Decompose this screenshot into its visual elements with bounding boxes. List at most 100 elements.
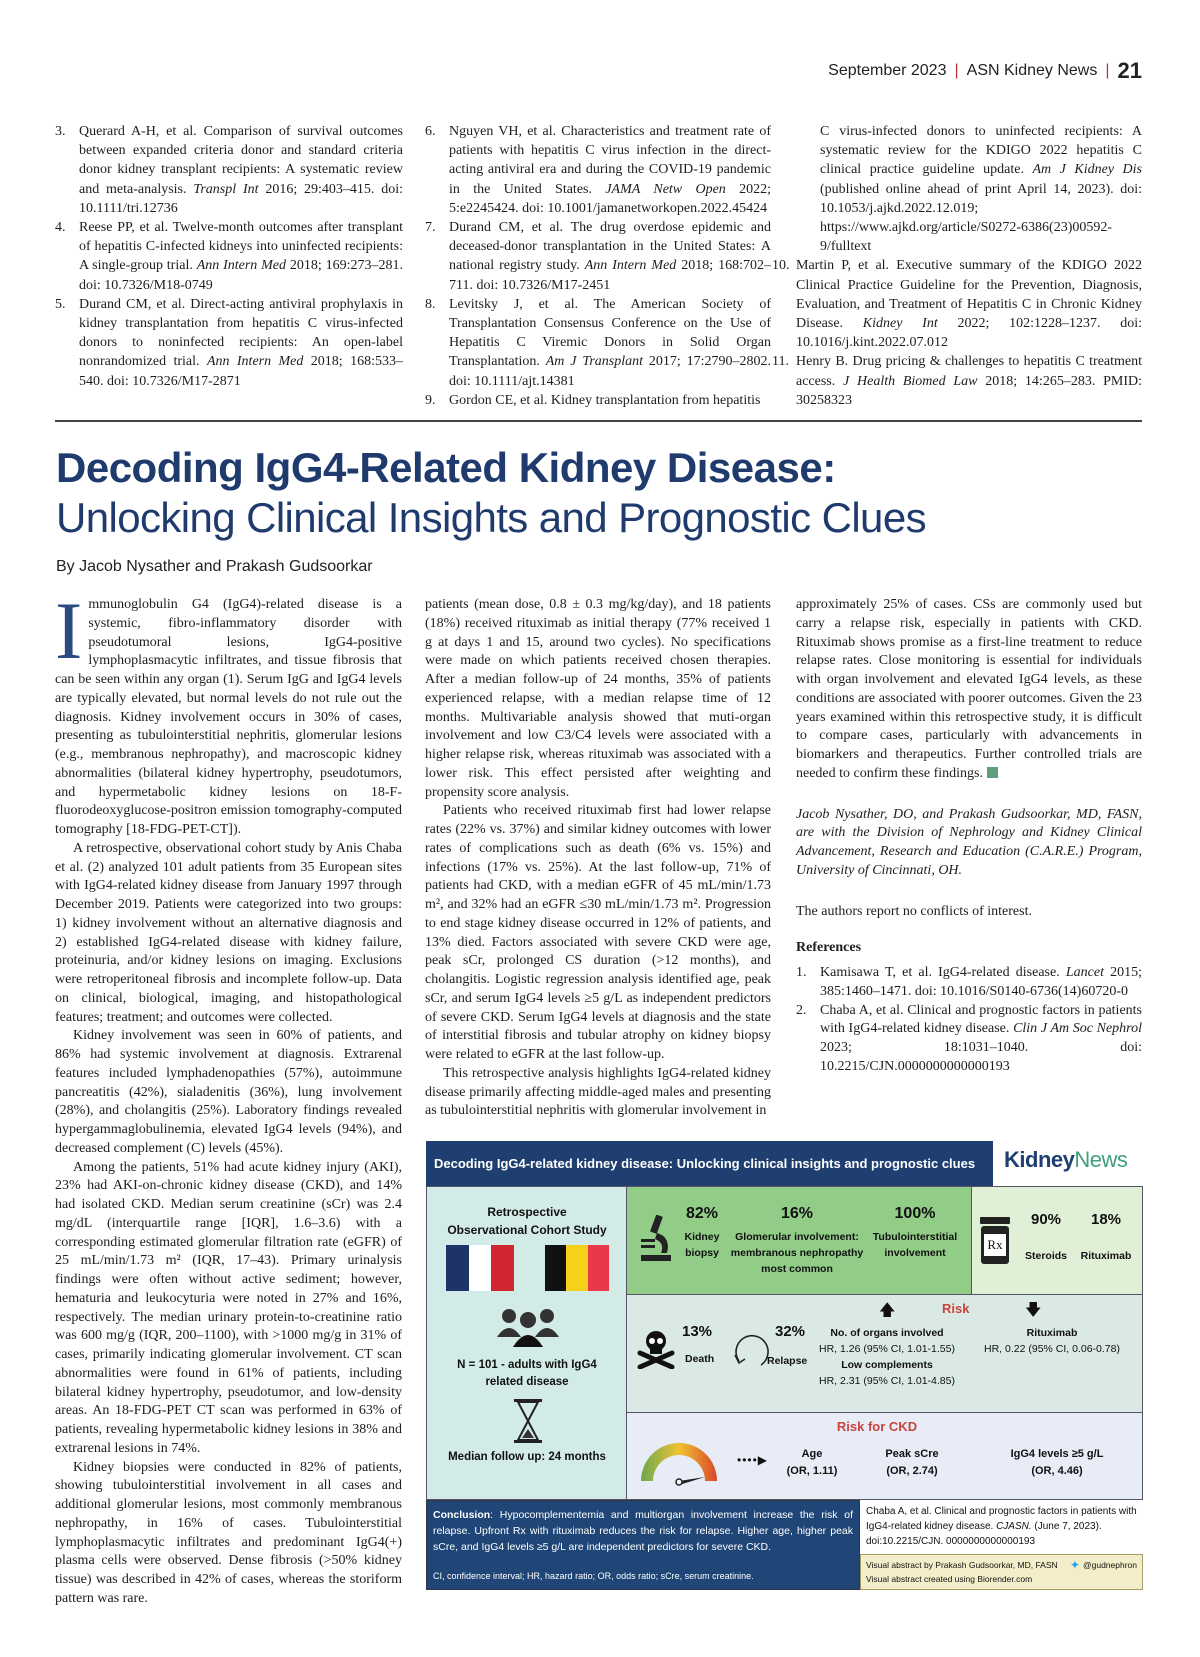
conclusion-label: Conclusion (433, 1509, 491, 1521)
article-paragraph: Patients who received rituximab first ha… (425, 803, 771, 1062)
stat-label: Steroids (1024, 1250, 1067, 1262)
risk-heading: Risk (942, 1301, 970, 1316)
visual-abstract: Decoding IgG4-related kidney disease: Un… (426, 1141, 1143, 1591)
reference-number: 8. (425, 296, 436, 312)
stat-value: 18% (1090, 1211, 1122, 1228)
hourglass-icon (514, 1399, 542, 1443)
reference-text: Durand CM, et al. Direct-acting antivira… (79, 296, 403, 389)
stat-value: 16% (780, 1205, 814, 1222)
references-column-1: 3. Querard A-H, et al. Comparison of surv… (55, 122, 403, 391)
reference-number: 10. (772, 258, 790, 274)
reference-text: Henry B. Drug pricing & challenges to he… (796, 354, 1142, 408)
treatment-panel: Rx 90% Steroids 18% Rituximab (972, 1186, 1143, 1295)
author-bio: Jacob Nysather, DO, and Prakash Gudsoork… (796, 806, 1142, 878)
reference-text: Nguyen VH, et al. Characteristics and tr… (449, 124, 771, 216)
stat-label: Rituximab (1080, 1250, 1132, 1262)
article-paragraph: patients (mean dose, 0.8 ± 0.3 mg/kg/day… (425, 597, 771, 800)
reference-item: 7. Durand CM, et al. The drug overdose ep… (425, 218, 771, 295)
risk-panel: 13% Death 32% Relapse 🡅 Risk 🡇 No. of or… (627, 1295, 1143, 1413)
references-heading: References (796, 940, 862, 956)
reference-item: 5. Durand CM, et al. Direct-acting antivi… (55, 295, 403, 391)
references-column-3: C virus-infected donors to uninfected re… (772, 122, 1142, 410)
stat-value: 100% (894, 1205, 936, 1222)
stat-label: Kidney biopsy (684, 1231, 720, 1259)
references-column-2: 6. Nguyen VH, et al. Characteristics and … (425, 122, 771, 410)
stat-value: 90% (1030, 1211, 1062, 1228)
reference-item: 2. Chaba A, et al. Clinical and prognosti… (796, 1002, 1142, 1077)
france-flag-icon (446, 1245, 515, 1291)
end-mark-icon (987, 766, 999, 778)
down-arrow-icon: 🡇 (1025, 1302, 1042, 1319)
article-paragraph: Among the patients, 51% had acute kidney… (55, 1159, 402, 1456)
microscope-icon (641, 1215, 671, 1261)
separator: | (1105, 62, 1110, 79)
separator: | (954, 62, 959, 79)
reference-number: 3. (55, 124, 66, 139)
visual-abstract-title: Decoding IgG4-related kidney disease: Un… (426, 1141, 993, 1186)
stat-value: 82% (685, 1205, 719, 1222)
reference-number: 6. (425, 124, 436, 139)
reference-item: 9. Gordon CE, et al. Kidney transplantati… (425, 391, 771, 410)
article-paragraph: approximately 25% of cases. CSs are comm… (796, 597, 1142, 781)
ckd-heading: Risk for CKD (836, 1419, 918, 1434)
reference-number: 9. (425, 392, 436, 408)
drop-cap: I (55, 596, 83, 676)
skull-crossbones-icon (637, 1331, 675, 1369)
twitter-handle[interactable]: @gudnephron (1082, 1560, 1137, 1570)
reference-number: 4. (55, 220, 66, 236)
stat-label: Death (685, 1353, 715, 1365)
relapse-cycle-icon (734, 1334, 769, 1366)
reference-number: 2. (796, 1002, 807, 1018)
biopsy-panel: 82% Kidney biopsy 16% Glomerular involve… (627, 1186, 972, 1295)
reference-item: 6. Nguyen VH, et al. Characteristics and … (425, 122, 771, 218)
belgium-flag-icon (545, 1245, 609, 1291)
abbreviations: CI, confidence interval; HR, hazard rati… (433, 1571, 754, 1581)
reference-item: 4. Reese PP, et al. Twelve-month outcomes… (55, 218, 403, 295)
article-title: Decoding IgG4-Related Kidney Disease: (56, 444, 836, 491)
twitter-icon: ✦ (1069, 1558, 1080, 1572)
dotted-arrow-icon: ••••▶ (737, 1453, 769, 1467)
publication-name: ASN Kidney News (966, 62, 1098, 79)
gauge-icon (641, 1443, 717, 1486)
cohort-size: N = 101 - adults with IgG4 related disea… (457, 1359, 597, 1388)
reference-text: Kamisawa T, et al. IgG4-related disease.… (820, 965, 1142, 999)
study-type: Retrospective Observational Cohort Study (447, 1205, 607, 1237)
citation: Chaba A, et al. Clinical and prognostic … (860, 1500, 1143, 1554)
reference-item: 3. Querard A-H, et al. Comparison of surv… (55, 122, 403, 218)
follow-up: Median follow up: 24 months (448, 1451, 606, 1463)
reference-text: Martin P, et al. Executive summary of th… (796, 258, 1142, 351)
conclusion-text: : Hypocomplementemia and multiorgan invo… (433, 1509, 853, 1553)
risk-decrease-factors: Rituximab HR, 0.22 (95% CI, 0.06-0.78) (984, 1327, 1120, 1355)
reference-number: 1. (796, 965, 807, 980)
ckd-factor: Age (OR, 1.11) (786, 1448, 838, 1477)
reference-text: Levitsky J, et al. The American Society … (449, 296, 772, 389)
reference-text: Reese PP, et al. Twelve-month outcomes a… (79, 220, 403, 293)
ckd-factor: IgG4 levels ≥5 g/L (OR, 4.46) (1010, 1448, 1104, 1477)
reference-item: C virus-infected donors to uninfected re… (796, 122, 1142, 256)
article-paragraph: This retrospective analysis highlights I… (425, 1065, 771, 1119)
reference-text: Querard A-H, et al. Comparison of surviv… (79, 124, 404, 216)
reference-text: Gordon CE, et al. Kidney transplantation… (449, 392, 761, 408)
stat-value: 32% (775, 1323, 806, 1340)
ckd-risk-panel: Risk for CKD ••••▶ Age (OR, 1.11) Peak sC… (627, 1413, 1143, 1500)
article-paragraph: Kidney involvement was seen in 60% of pa… (55, 1028, 402, 1156)
reference-text: Durand CM, et al. The drug overdose epid… (449, 220, 771, 293)
article-paragraph: Kidney biopsies were conducted in 82% of… (55, 1459, 402, 1606)
page-header: September 2023 | ASN Kidney News | 21 (828, 58, 1142, 84)
stat-label: Glomerular involvement: membranous nephr… (730, 1231, 864, 1275)
byline: By Jacob Nysather and Prakash Gudsoorkar (56, 558, 373, 575)
article-column-2: patients (mean dose, 0.8 ± 0.3 mg/kg/day… (425, 596, 771, 1121)
reference-number: 5. (55, 296, 66, 312)
reference-item: 1. Kamisawa T, et al. IgG4-related diseas… (796, 964, 1142, 1002)
reference-item: 10. Martin P, et al. Executive summary of… (772, 256, 1142, 352)
disclosure: The authors report no conflicts of inter… (796, 903, 1032, 919)
reference-text: Chaba A, et al. Clinical and prognostic … (820, 1002, 1142, 1074)
stat-label: Relapse (767, 1355, 808, 1367)
reference-item: 8. Levitsky J, et al. The American Societ… (425, 295, 771, 391)
page-number: 21 (1117, 58, 1142, 83)
prescription-bottle-icon: Rx (980, 1217, 1010, 1265)
up-arrow-icon: 🡅 (879, 1302, 896, 1319)
article-paragraph: A retrospective, observational cohort st… (55, 840, 402, 1025)
